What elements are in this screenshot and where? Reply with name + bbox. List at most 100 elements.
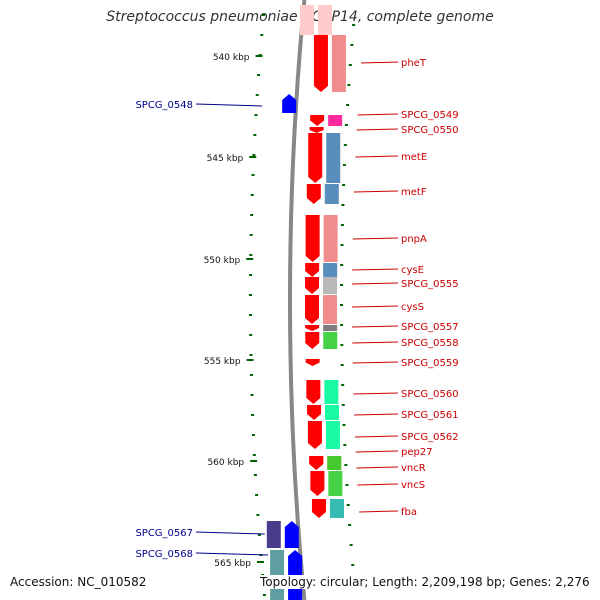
gene-label-line: [352, 268, 399, 271]
tick-label: 540 kbp: [213, 53, 250, 63]
minor-tick: [343, 144, 347, 146]
gene-label-line: [352, 237, 399, 240]
minor-tick: [346, 104, 350, 106]
gene-label: SPCG_0558: [401, 338, 459, 349]
gene-label: pheT: [401, 58, 427, 69]
gene-label-line: [352, 282, 399, 285]
forward-gene-arrow: [310, 115, 325, 126]
minor-tick: [252, 454, 256, 456]
gene-label-line: [352, 341, 399, 344]
forward-gene-arrow: [305, 325, 320, 331]
minor-tick: [347, 84, 351, 86]
genome-backbone: [288, 0, 307, 600]
minor-tick: [261, 14, 265, 16]
minor-tick: [262, 594, 266, 596]
map-title: Streptococcus pneumoniae CGSP14, complet…: [106, 9, 494, 25]
major-tick: [246, 258, 254, 260]
minor-tick: [249, 294, 253, 296]
gene-label-line: [352, 361, 399, 364]
forward-gene-arrow: [305, 332, 320, 349]
cog-color-box: [326, 133, 341, 183]
forward-gene-arrow: [305, 215, 320, 262]
cog-color-box: [323, 215, 338, 262]
minor-tick: [340, 224, 344, 226]
cog-color-box: [266, 521, 281, 548]
minor-tick: [249, 314, 253, 316]
minor-tick: [255, 94, 259, 96]
minor-tick: [345, 484, 349, 486]
minor-tick: [250, 194, 254, 196]
minor-tick: [342, 184, 346, 186]
gene-label: SPCG_0548: [135, 100, 193, 111]
minor-tick: [250, 214, 254, 216]
minor-tick: [249, 234, 253, 236]
minor-tick: [254, 114, 258, 116]
gene-label: cysS: [401, 302, 424, 313]
major-tick: [246, 359, 254, 361]
minor-tick: [343, 444, 347, 446]
minor-tick: [249, 274, 253, 276]
minor-tick: [251, 434, 255, 436]
tick-label: 555 kbp: [204, 357, 241, 367]
minor-tick: [340, 264, 344, 266]
gene-label-line: [195, 531, 265, 535]
gene-label: SPCG_0557: [401, 322, 459, 333]
forward-gene-arrow: [305, 263, 320, 277]
minor-tick: [253, 134, 257, 136]
gene-label: SPCG_0561: [401, 410, 459, 421]
cog-color-box: [324, 380, 339, 404]
minor-tick: [340, 324, 344, 326]
forward-gene-arrow: [313, 35, 328, 92]
cog-color-box: [325, 421, 340, 449]
minor-tick: [249, 374, 253, 376]
tick-label: 545 kbp: [207, 154, 244, 164]
minor-tick: [257, 74, 261, 76]
gene-label-line: [195, 103, 263, 107]
minor-tick: [341, 404, 345, 406]
gene-label-line: [354, 413, 399, 416]
minor-tick: [251, 414, 255, 416]
gene-label: metE: [401, 152, 427, 163]
minor-tick: [255, 494, 259, 496]
forward-gene-arrow: [300, 5, 314, 35]
gene-label: cysE: [401, 265, 424, 276]
gene-label-line: [356, 466, 399, 469]
gene-label-line: [357, 483, 399, 486]
gene-label: SPCG_0568: [135, 549, 193, 560]
gene-label: pnpA: [401, 234, 427, 245]
forward-gene-arrow: [307, 421, 322, 449]
gene-label-line: [361, 61, 399, 64]
gene-label-line: [352, 325, 399, 328]
gene-label-line: [357, 113, 399, 116]
tick-label: 565 kbp: [214, 559, 251, 569]
cog-color-box: [323, 295, 338, 324]
minor-tick: [249, 354, 253, 356]
forward-gene-arrow: [306, 380, 321, 404]
cog-color-box: [328, 471, 343, 496]
minor-tick: [344, 124, 348, 126]
minor-tick: [350, 44, 354, 46]
minor-tick: [340, 284, 344, 286]
accession-text: Accession: NC_010582: [10, 575, 147, 589]
tick-label: 560 kbp: [207, 458, 244, 468]
major-tick: [255, 55, 263, 57]
forward-gene-arrow: [306, 184, 321, 204]
cog-color-box: [327, 456, 342, 470]
gene-label-line: [351, 305, 399, 308]
minor-tick: [249, 254, 253, 256]
minor-tick: [349, 544, 353, 546]
gene-label-line: [355, 450, 399, 453]
gene-label-line: [354, 435, 399, 438]
gene-label: SPCG_0560: [401, 389, 459, 400]
minor-tick: [342, 164, 346, 166]
gene-label: SPCG_0562: [401, 432, 459, 443]
gene-label: SPCG_0567: [135, 528, 193, 539]
minor-tick: [253, 474, 257, 476]
forward-gene-arrow: [305, 359, 320, 366]
gene-label-line: [359, 510, 399, 513]
cog-color-box: [324, 184, 339, 204]
cog-color-box: [318, 5, 332, 35]
minor-tick: [340, 304, 344, 306]
forward-gene-arrow: [307, 405, 322, 420]
minor-tick: [250, 394, 254, 396]
